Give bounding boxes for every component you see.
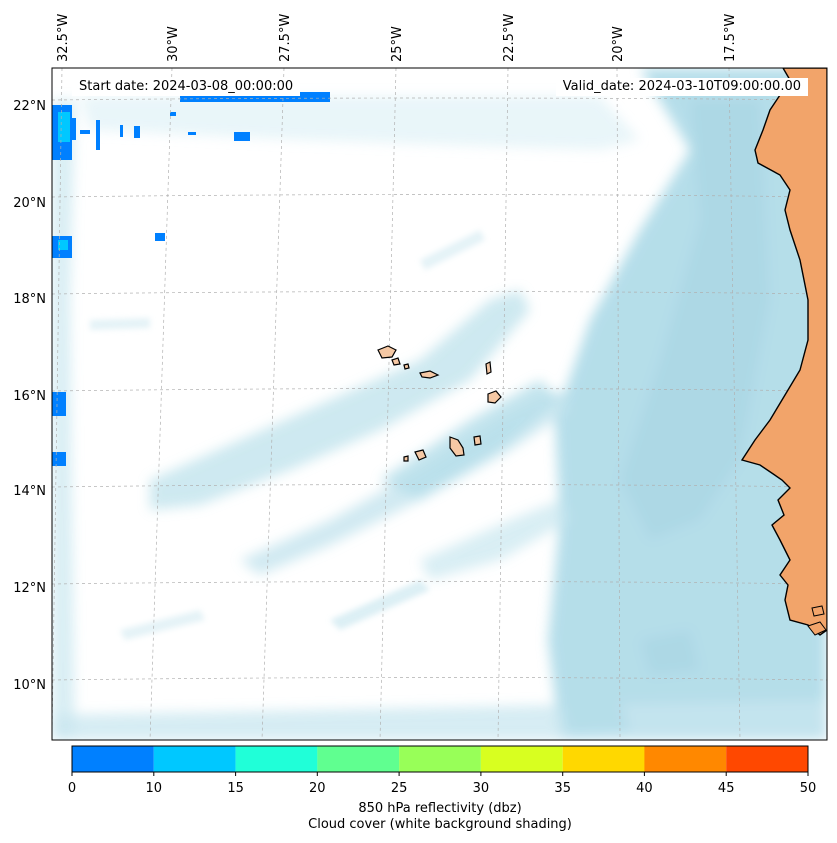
colorbar-swatch — [235, 746, 318, 772]
island-maio — [473, 435, 482, 446]
colorbar-tick-label: 20 — [309, 781, 326, 796]
lat-tick-labels: 22°N 20°N 18°N 16°N 14°N 12°N 10°N — [13, 99, 46, 693]
cape-verde-islands — [377, 345, 502, 462]
lat-tick-label: 16°N — [13, 389, 46, 404]
graticule — [52, 68, 827, 740]
africa-landmass — [740, 68, 827, 636]
island-santo-antao — [377, 345, 397, 359]
island-fogo — [414, 449, 427, 461]
small-coastal-island — [811, 605, 825, 617]
lat-tick-label: 20°N — [13, 196, 46, 211]
colorbar-tick-label: 45 — [718, 781, 735, 796]
colorbar-swatch — [399, 746, 481, 772]
lat-tick-label: 22°N — [13, 99, 46, 114]
colorbar-swatch — [153, 746, 236, 772]
lon-tick-label: 22.5°W — [502, 14, 517, 62]
island-boa-vista — [487, 390, 502, 404]
colorbar-swatch — [726, 746, 808, 772]
colorbar-tick-label: 30 — [473, 781, 490, 796]
colorbar-tick-label: 0 — [68, 781, 76, 796]
lon-tick-label: 20°W — [611, 26, 626, 62]
island-sao-nicolau — [419, 370, 440, 379]
colorbar-swatch — [644, 746, 727, 772]
colorbar-swatch — [480, 746, 563, 772]
cloud-cover-layer — [52, 68, 827, 740]
island-santiago — [449, 436, 465, 457]
colorbar-frame — [71, 745, 809, 773]
island-brava — [403, 455, 409, 462]
colorbar-swatch — [562, 746, 645, 772]
lon-tick-label: 32.5°W — [56, 14, 71, 62]
lat-tick-label: 10°N — [13, 678, 46, 693]
colorbar-tick-label: 50 — [800, 781, 817, 796]
lon-tick-labels: 32.5°W 30°W 27.5°W 25°W 22.5°W 20°W 17.5… — [56, 14, 738, 62]
colorbar: 0 10 15 20 25 30 35 40 45 50 — [68, 745, 817, 796]
colorbar-tick-label: 10 — [146, 781, 163, 796]
cloud-streaks — [90, 230, 485, 640]
colorbar-swatch — [72, 746, 154, 772]
start-date-label: Start date: 2024-03-08_00:00:00 — [72, 78, 301, 96]
lat-tick-label: 18°N — [13, 292, 46, 307]
island-santa-luzia — [403, 363, 410, 370]
colorbar-label: 850 hPa reflectivity (dbz) — [358, 801, 522, 816]
lon-tick-label: 27.5°W — [278, 14, 293, 62]
colorbar-swatch — [317, 746, 400, 772]
colorbar-tick-label: 40 — [636, 781, 653, 796]
colorbar-tick-label: 15 — [227, 781, 244, 796]
lat-tick-label: 12°N — [13, 581, 46, 596]
map-panel — [52, 68, 827, 740]
lon-tick-label: 17.5°W — [723, 14, 738, 62]
island-sao-vicente — [391, 357, 401, 366]
lat-tick-label: 14°N — [13, 484, 46, 499]
small-coastal-island — [807, 621, 827, 636]
lon-tick-label: 25°W — [390, 26, 405, 62]
colorbar-tick-label: 35 — [554, 781, 571, 796]
valid-date-label: Valid_date: 2024-03-10T09:00:00.00 — [555, 78, 808, 96]
lon-tick-label: 30°W — [166, 26, 181, 62]
colorbar-ticks — [71, 772, 809, 776]
map-frame — [51, 67, 828, 741]
colorbar-tick-label: 25 — [391, 781, 408, 796]
colorbar-sublabel: Cloud cover (white background shading) — [308, 817, 572, 832]
island-sal — [485, 361, 492, 375]
